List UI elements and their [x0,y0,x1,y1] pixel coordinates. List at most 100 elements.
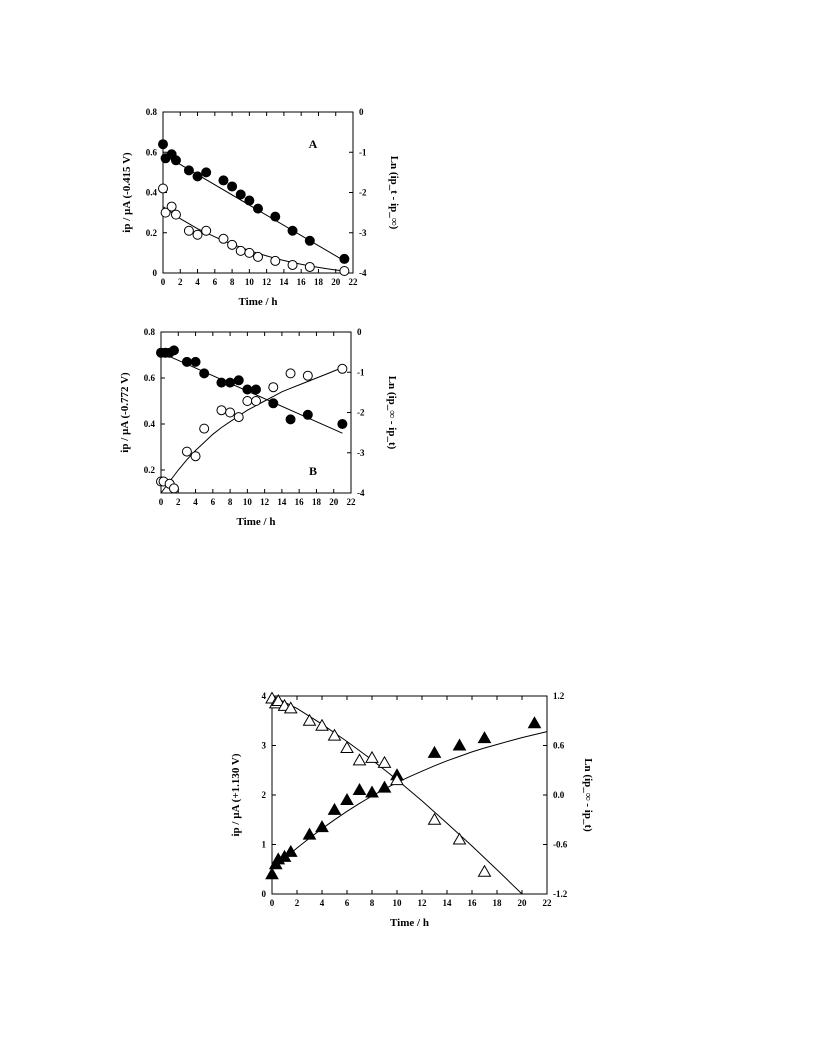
x-tick-label: 10 [243,497,253,507]
data-point-series-0 [283,844,298,857]
data-point-series-0 [268,398,279,409]
data-point-series-0 [304,235,315,246]
data-point-series-0 [242,384,253,395]
data-point-series-1 [365,750,379,763]
y-tick-label: 2 [262,790,267,800]
chart-b: 0 2 4 6 8 10 12 14 16 18 20 22 0.2 0.4 0.6 0.8 0 -1 -2 -3 -4… [119,327,398,528]
x-tick-label: 0 [159,497,164,507]
y-tick-label: 0 [262,889,267,899]
data-point-series-1 [201,225,212,236]
data-point-series-1 [253,251,263,262]
data-point-series-0 [227,181,238,192]
data-point-series-0 [168,345,179,356]
y-tick-label: 0.8 [144,327,156,337]
data-point-series-1 [170,209,181,220]
fit-line-series-0 [271,731,548,870]
x-tick-label: 2 [176,497,181,507]
data-point-series-0 [477,731,492,744]
y2-tick-label: -2 [357,408,365,418]
y2-tick-label: -2 [359,188,367,198]
data-point-series-0 [218,175,229,186]
data-point-series-0 [201,167,212,178]
data-point-series-0 [183,165,194,176]
fit-line-series-1 [271,695,535,895]
data-point-series-1 [160,207,171,218]
data-point-series-0 [265,867,279,880]
data-point-series-0 [287,225,298,236]
data-point-series-0 [190,356,201,367]
y2-tick-label: 0.6 [553,741,565,751]
x-tick-label: 20 [329,497,339,507]
data-point-series-0 [285,414,296,425]
data-point-series-0 [158,139,168,150]
y-tick-label: 3 [262,741,267,751]
x-axis-label: Time / h [390,917,429,929]
y2-axis-label: Ln (ip_t - ip_∞) [388,156,400,230]
y2-tick-label: 0.0 [553,790,565,800]
chart-a: 0 2 4 6 8 10 12 14 16 18 20 22 0 0.2 0.4 0.6 0.8 0 -1 -2 -3 -… [121,107,400,308]
y-tick-label: 4 [262,691,267,701]
data-point-series-0 [192,171,203,182]
x-tick-label: 22 [349,277,359,287]
data-point-series-1 [199,423,210,434]
data-point-series-1 [235,245,246,256]
x-tick-label: 8 [228,497,233,507]
data-point-series-0 [253,203,263,214]
x-tick-label: 10 [245,277,255,287]
data-point-series-0 [315,820,329,833]
y-tick-label: 1 [262,840,267,850]
data-point-series-0 [225,377,236,388]
y-tick-label: 0.4 [144,419,156,429]
data-point-series-0 [199,368,210,379]
data-point-series-1 [377,755,392,768]
y-tick-label: 0.4 [146,188,158,198]
data-point-series-1 [183,225,194,236]
y2-tick-label: -1 [359,147,367,157]
data-point-series-1 [452,832,467,845]
y2-tick-label: -0.6 [553,840,568,850]
data-point-series-0 [302,409,313,420]
x-tick-label: 4 [195,277,200,287]
y2-axis-label: Ln (ip_∞ - ip_t) [386,376,398,450]
x-tick-label: 6 [213,277,218,287]
x-tick-label: 0 [270,898,275,908]
data-point-series-0 [377,780,392,793]
x-tick-label: 18 [493,898,503,908]
data-point-series-0 [251,384,261,395]
data-point-series-0 [339,253,350,264]
data-point-series-1 [190,451,201,462]
data-point-series-0 [327,802,342,815]
data-point-series-1 [315,718,329,731]
x-tick-label: 8 [370,898,375,908]
data-point-series-0 [216,377,227,388]
panel-label: A [309,137,318,151]
y2-tick-label: -4 [359,268,367,278]
data-point-series-1 [302,713,317,726]
x-tick-label: 14 [277,497,287,507]
y2-tick-label: 0 [357,327,362,337]
y2-tick-label: -3 [359,228,367,238]
data-point-series-1 [192,229,203,240]
data-point-series-0 [352,783,367,796]
data-point-series-1 [337,363,348,374]
data-point-series-1 [287,259,298,270]
y-tick-label: 0.6 [146,147,158,157]
data-point-series-0 [337,419,348,429]
x-axis-label: Time / h [237,516,276,528]
x-tick-label: 22 [543,898,553,908]
y-tick-label: 0 [153,268,158,278]
y-tick-label: 0.8 [146,107,158,117]
fit-line-series-1 [162,206,345,272]
y2-tick-label: 1.2 [553,691,565,701]
x-axis-label: Time / h [239,296,278,308]
data-point-series-1 [283,701,298,714]
data-point-series-1 [327,728,342,741]
x-tick-label: 2 [178,277,183,287]
data-point-series-1 [251,396,261,406]
x-tick-label: 18 [314,277,324,287]
x-tick-label: 16 [295,497,305,507]
data-point-series-0 [181,356,192,367]
y-axis-label: ip / µA (-0.772 V) [119,372,131,453]
data-point-series-1 [285,368,296,379]
data-point-series-1 [242,396,253,406]
